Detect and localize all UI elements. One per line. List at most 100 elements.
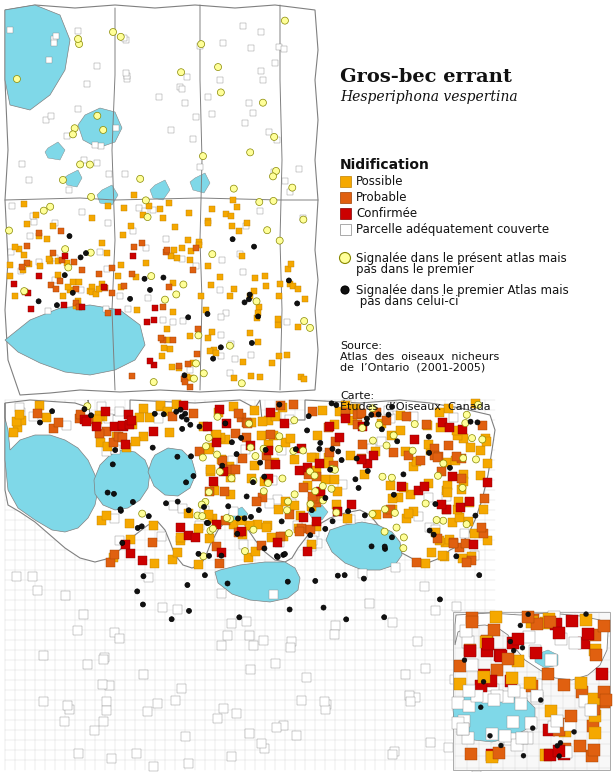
Circle shape: [89, 413, 94, 418]
Circle shape: [139, 510, 146, 517]
Bar: [97, 249, 103, 255]
Bar: [516, 733, 529, 744]
Circle shape: [140, 602, 145, 607]
Bar: [178, 503, 187, 513]
Bar: [299, 215, 306, 221]
Bar: [281, 438, 290, 447]
Circle shape: [307, 500, 314, 508]
Bar: [264, 415, 274, 425]
Circle shape: [70, 131, 76, 138]
Circle shape: [137, 175, 144, 182]
Bar: [257, 739, 265, 747]
Bar: [286, 435, 295, 443]
Bar: [75, 28, 81, 34]
Bar: [320, 697, 329, 706]
Circle shape: [150, 378, 157, 385]
Bar: [466, 497, 474, 506]
Bar: [316, 487, 325, 496]
Bar: [123, 37, 129, 43]
Bar: [205, 487, 214, 496]
Circle shape: [487, 733, 492, 738]
Bar: [516, 698, 527, 710]
Circle shape: [257, 460, 262, 466]
Bar: [115, 407, 124, 416]
Bar: [164, 327, 171, 333]
Bar: [448, 472, 457, 481]
Bar: [49, 424, 57, 432]
Bar: [110, 514, 119, 523]
Polygon shape: [326, 522, 402, 570]
Circle shape: [354, 456, 359, 461]
Bar: [62, 253, 68, 259]
Circle shape: [409, 447, 416, 454]
Bar: [99, 411, 107, 421]
Bar: [290, 283, 296, 289]
Circle shape: [147, 287, 153, 293]
Circle shape: [335, 573, 340, 578]
Bar: [443, 488, 452, 497]
Bar: [486, 728, 498, 740]
Bar: [244, 220, 249, 226]
Circle shape: [185, 583, 190, 587]
Bar: [292, 730, 301, 740]
Bar: [176, 363, 182, 368]
Circle shape: [460, 455, 467, 462]
Bar: [294, 286, 301, 292]
Bar: [266, 408, 275, 417]
Circle shape: [469, 435, 476, 442]
Bar: [31, 218, 36, 225]
Bar: [543, 614, 555, 625]
Bar: [341, 414, 350, 422]
Circle shape: [142, 197, 149, 204]
Bar: [203, 422, 211, 431]
Bar: [35, 401, 44, 410]
Bar: [266, 430, 275, 438]
Circle shape: [440, 460, 447, 467]
Circle shape: [329, 401, 334, 406]
Bar: [84, 81, 90, 86]
Bar: [92, 141, 97, 147]
Bar: [21, 252, 27, 258]
Bar: [479, 505, 488, 514]
Bar: [139, 669, 148, 679]
Bar: [585, 704, 597, 716]
Bar: [433, 534, 442, 543]
Bar: [256, 208, 262, 215]
Bar: [92, 422, 102, 431]
Bar: [142, 208, 148, 214]
Bar: [555, 633, 567, 645]
Bar: [101, 284, 107, 290]
Bar: [271, 460, 280, 469]
Circle shape: [463, 411, 470, 418]
Circle shape: [276, 237, 283, 244]
Bar: [242, 418, 251, 428]
Bar: [118, 422, 127, 430]
Bar: [213, 438, 222, 447]
Bar: [452, 697, 464, 709]
Bar: [57, 278, 63, 283]
Circle shape: [209, 251, 216, 258]
Bar: [412, 457, 421, 466]
Bar: [205, 220, 211, 226]
Bar: [311, 494, 320, 503]
Circle shape: [62, 245, 68, 252]
Bar: [487, 685, 500, 696]
Bar: [303, 481, 312, 489]
Bar: [564, 719, 576, 730]
Bar: [106, 558, 115, 567]
Bar: [525, 716, 537, 729]
Bar: [63, 260, 70, 266]
Bar: [227, 293, 233, 299]
Bar: [359, 422, 367, 431]
Bar: [289, 400, 298, 409]
Circle shape: [426, 450, 432, 455]
Bar: [312, 466, 321, 476]
Bar: [26, 261, 32, 267]
Bar: [464, 517, 473, 527]
Text: Possible: Possible: [356, 175, 403, 188]
Bar: [358, 440, 367, 449]
Bar: [93, 291, 99, 297]
Bar: [476, 445, 485, 455]
Bar: [171, 337, 176, 344]
Circle shape: [191, 473, 196, 479]
